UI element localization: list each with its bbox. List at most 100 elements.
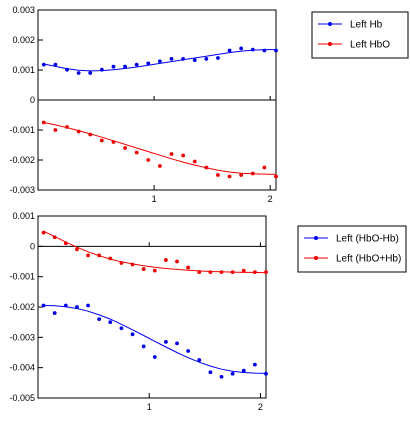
fit-line [43, 122, 277, 175]
data-point [230, 371, 235, 376]
data-point [141, 344, 146, 349]
legend-box [311, 11, 409, 59]
x-tick-label: 2 [268, 194, 273, 204]
x-tick-label: 2 [258, 402, 263, 412]
fit-line [43, 305, 267, 374]
data-point [111, 64, 116, 69]
data-point [97, 317, 102, 322]
data-point [169, 57, 174, 61]
data-point [63, 303, 68, 308]
data-point [123, 64, 127, 69]
data-point [262, 48, 267, 53]
data-point [41, 303, 46, 308]
data-point [65, 125, 69, 129]
y-tick-label: 0.001 [12, 65, 35, 75]
legend-swatch-marker [328, 22, 332, 26]
legend-swatch-marker [314, 236, 318, 240]
y-tick-label: 0 [30, 241, 35, 251]
data-point [241, 268, 246, 273]
series-1 [41, 303, 268, 379]
data-point [204, 57, 209, 61]
data-point [186, 349, 191, 353]
data-point [227, 174, 232, 179]
data-point [158, 164, 162, 168]
data-point [197, 270, 202, 275]
y-tick-label: 0.003 [12, 5, 35, 15]
data-point [52, 311, 57, 315]
legend-swatch-marker [314, 256, 318, 260]
data-point [63, 241, 68, 246]
data-point [164, 339, 168, 344]
data-point [230, 270, 235, 275]
x-tick-label: 1 [152, 194, 157, 204]
data-point [76, 71, 81, 75]
data-point [146, 158, 151, 162]
data-point [86, 303, 90, 308]
data-point [252, 270, 257, 275]
data-point [141, 267, 146, 271]
data-point [119, 326, 124, 331]
data-point [99, 138, 104, 143]
data-point [111, 140, 116, 144]
y-tick-label: -0.003 [9, 185, 35, 195]
data-point [192, 159, 197, 164]
data-point [264, 270, 268, 275]
data-point [134, 62, 139, 67]
data-point [175, 341, 179, 346]
data-point [274, 48, 278, 53]
data-point [219, 270, 224, 275]
data-point [53, 128, 58, 132]
data-point [181, 57, 186, 61]
series-1 [41, 46, 278, 75]
data-point [76, 129, 81, 134]
data-point [75, 247, 79, 252]
legend-label: Left (HbO+Hb) [336, 254, 401, 265]
data-point [197, 358, 202, 362]
data-point [204, 165, 209, 170]
data-point [86, 253, 90, 258]
data-point [158, 59, 162, 64]
data-point [88, 71, 93, 75]
legend: Left Hb Left HbO [311, 11, 409, 59]
data-point [97, 253, 102, 258]
legend: Left (HbO-Hb) Left (HbO+Hb) [297, 225, 407, 273]
data-point [119, 261, 124, 265]
data-point [146, 61, 151, 66]
data-point [216, 173, 220, 177]
data-point [41, 120, 46, 125]
legend-swatch-marker [328, 42, 332, 46]
data-point [108, 320, 113, 325]
y-tick-label: -0.001 [9, 272, 35, 282]
data-point [219, 374, 224, 379]
data-point [99, 67, 104, 72]
data-point [208, 270, 213, 275]
data-point [274, 174, 278, 179]
data-point [164, 258, 168, 262]
data-point [264, 371, 268, 376]
y-tick-label: -0.001 [9, 125, 35, 135]
y-tick-label: -0.003 [9, 332, 35, 342]
data-point [88, 132, 93, 137]
data-point [181, 153, 186, 158]
y-tick-label: -0.002 [9, 302, 35, 312]
data-point [41, 230, 46, 235]
data-point [52, 235, 57, 240]
legend-label: Left Hb [350, 20, 383, 31]
data-point [130, 262, 135, 267]
fit-line [43, 49, 276, 72]
legend-label: Left HbO [350, 40, 390, 51]
data-point [192, 58, 197, 62]
data-point [53, 62, 58, 67]
data-point [241, 368, 246, 373]
y-tick-label: 0 [30, 95, 35, 105]
data-point [169, 152, 174, 156]
data-point [75, 305, 79, 309]
data-point [134, 150, 139, 155]
data-point [262, 165, 267, 170]
legend-box [297, 225, 407, 273]
legend-label: Left (HbO-Hb) [336, 234, 399, 245]
data-point [123, 146, 127, 150]
y-tick-label: 0.001 [12, 211, 35, 221]
data-point [239, 173, 244, 177]
